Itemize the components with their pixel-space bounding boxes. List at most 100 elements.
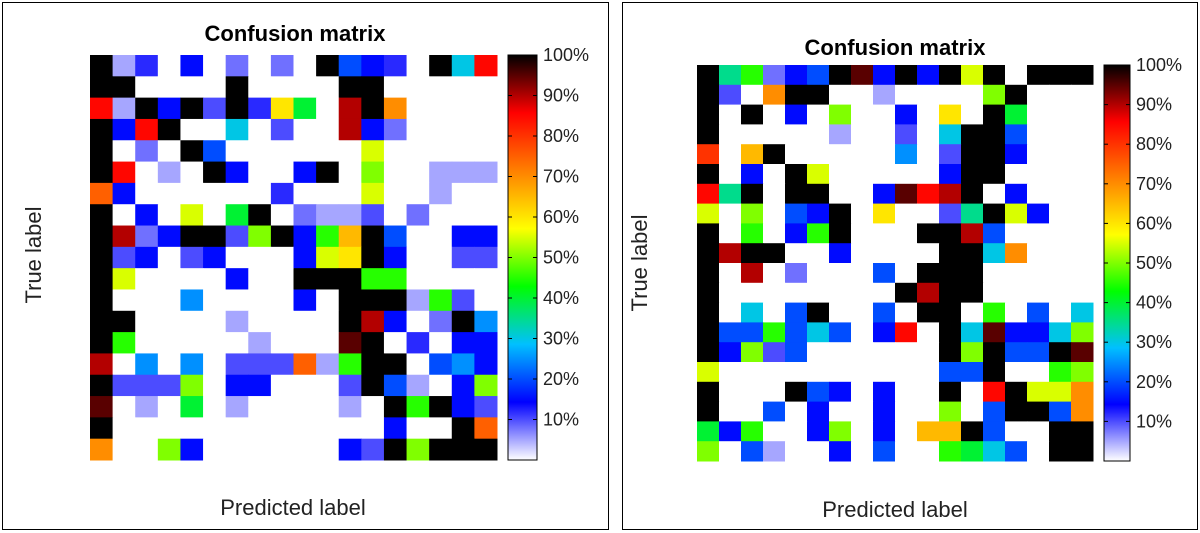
heatmap-cell [741, 203, 764, 224]
heatmap-cell [1005, 124, 1028, 145]
heatmap-cell [961, 362, 984, 383]
heatmap-cell [451, 417, 475, 440]
heatmap-cell [451, 140, 475, 163]
heatmap-cell [785, 381, 808, 403]
heatmap-cell [1027, 84, 1050, 106]
heatmap-cell [225, 140, 249, 163]
heatmap-cell [697, 421, 720, 442]
heatmap-cell [873, 164, 896, 185]
heatmap-cell [316, 374, 340, 397]
heatmap-cell [270, 438, 294, 461]
heatmap-cell [785, 263, 808, 284]
heatmap-cell [763, 263, 786, 284]
heatmap-cell [406, 182, 430, 205]
heatmap-cell [851, 362, 874, 383]
heatmap-cell [851, 342, 874, 363]
heatmap-cell [361, 417, 385, 440]
heatmap-cell [829, 381, 852, 403]
heatmap-cell [203, 118, 227, 141]
heatmap-cell [248, 310, 272, 333]
heatmap-cell [338, 396, 362, 418]
heatmap-cell [293, 140, 317, 163]
heatmap-cell [451, 374, 475, 397]
heatmap-cell [361, 76, 385, 99]
heatmap-cell [316, 55, 340, 77]
heatmap-cell [829, 84, 852, 106]
heatmap-cell [270, 140, 294, 163]
heatmap-cell [697, 65, 720, 86]
colorbar-ticks: 10% 20% 30% 40% 50% 60% 70% 80% 90% 100% [1104, 55, 1182, 431]
heatmap-cell [135, 161, 159, 184]
heatmap-cell [338, 289, 362, 312]
heatmap-cell [1005, 183, 1028, 205]
colorbar-tick-label: 10% [1136, 411, 1172, 431]
heatmap-cell [135, 374, 159, 397]
heatmap-cell [316, 289, 340, 312]
heatmap-cell [429, 268, 453, 290]
heatmap-cell [961, 84, 984, 106]
heatmap-cell [225, 76, 249, 99]
heatmap-cell [429, 438, 453, 461]
heatmap-cell [406, 332, 430, 354]
heatmap-cell [248, 246, 272, 269]
heatmap-cell [1049, 282, 1072, 304]
heatmap-cell [1049, 164, 1072, 185]
heatmap-cell [961, 124, 984, 145]
heatmap-cell [383, 246, 408, 269]
heatmap-cell [807, 104, 830, 125]
heatmap-cell [451, 97, 475, 120]
y-axis-label: True label [21, 206, 46, 303]
heatmap-cell [90, 289, 114, 312]
heatmap-cell [1071, 243, 1094, 264]
colorbar-tick-label: 90% [543, 86, 579, 106]
heatmap-cell [203, 310, 227, 333]
heatmap-cell [697, 362, 720, 383]
heatmap-cell [873, 243, 896, 264]
heatmap-cell [451, 246, 475, 269]
heatmap-cell [697, 282, 720, 304]
heatmap-cell [895, 282, 918, 304]
heatmap-cell [293, 55, 317, 77]
heatmap-cell [383, 310, 408, 333]
heatmap-cell [203, 268, 227, 290]
heatmap-cell [1049, 223, 1072, 244]
heatmap-cell [895, 183, 918, 205]
heatmap-cell [851, 263, 874, 284]
heatmap-cell [917, 263, 940, 284]
heatmap-cell [406, 268, 430, 290]
heatmap-cell [203, 55, 227, 77]
heatmap-cell [406, 161, 430, 184]
heatmap-cell [1071, 421, 1094, 442]
heatmap-cell [1071, 164, 1094, 185]
heatmap-cell [763, 104, 786, 125]
heatmap-cell [135, 225, 159, 248]
heatmap-cell [719, 164, 742, 185]
heatmap-cell [338, 97, 362, 120]
heatmap-cell [1071, 104, 1094, 125]
heatmap-cell [270, 417, 294, 440]
heatmap-cell [741, 381, 764, 403]
heatmap-cell [1049, 302, 1072, 323]
heatmap-cell [917, 144, 940, 165]
heatmap-cell [293, 438, 317, 461]
heatmap-cell [983, 84, 1006, 106]
heatmap-cell [1027, 421, 1050, 442]
heatmap-cell [829, 104, 852, 125]
heatmap-cell [785, 183, 808, 205]
heatmap-cell [474, 225, 498, 248]
heatmap-cell [406, 225, 430, 248]
heatmap-cell [895, 421, 918, 442]
heatmap-cell [270, 225, 294, 248]
heatmap-cell [807, 203, 830, 224]
heatmap-cell [719, 342, 742, 363]
heatmap-cell [316, 417, 340, 440]
heatmap-cell [248, 118, 272, 141]
heatmap-cell [316, 161, 340, 184]
heatmap-cell [112, 396, 136, 418]
heatmap-cell [763, 302, 786, 323]
heatmap-cell [248, 353, 272, 376]
heatmap-cell [917, 243, 940, 264]
heatmap-cell [763, 401, 786, 422]
heatmap-cell [338, 310, 362, 333]
heatmap-cell [785, 203, 808, 224]
